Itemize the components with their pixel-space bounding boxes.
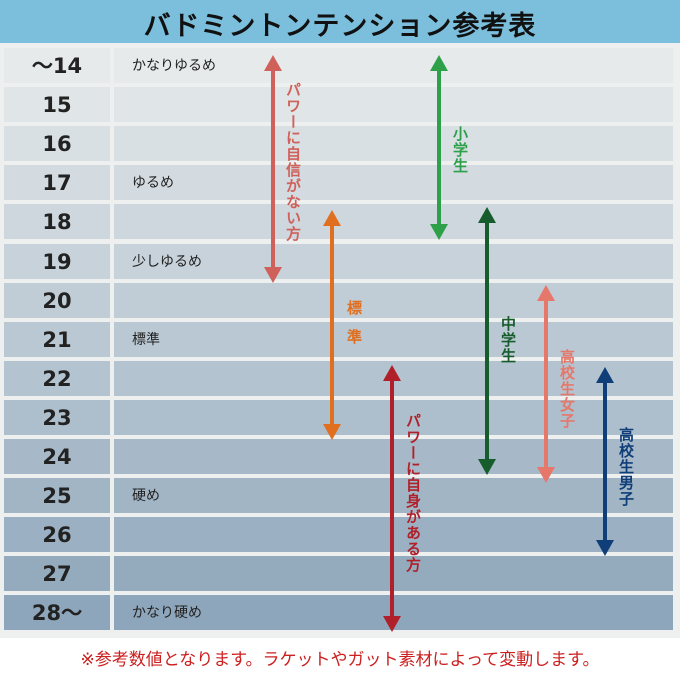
table-row: 27: [4, 556, 673, 592]
junior-high-label: 中学生: [499, 316, 517, 364]
tension-descriptor: ゆるめ: [114, 165, 673, 201]
tension-value: 19: [4, 243, 110, 279]
table-row: 18: [4, 204, 673, 240]
tension-descriptor: [114, 399, 673, 435]
standard-label: 標準: [345, 300, 363, 358]
tension-value: 24: [4, 439, 110, 474]
table-row: 20: [4, 282, 673, 318]
hs-boys-label: 高校生男子: [617, 427, 635, 507]
tension-descriptor: [114, 439, 673, 474]
tension-value: 23: [4, 399, 110, 435]
tension-descriptor: [114, 126, 673, 162]
table-row: 16: [4, 126, 673, 162]
tension-value: 26: [4, 517, 110, 553]
tension-value: 21: [4, 321, 110, 357]
tension-value: 27: [4, 556, 110, 592]
title-bar: バドミントンテンション参考表: [0, 0, 680, 43]
elementary-label: 小学生: [451, 126, 469, 174]
tension-descriptor: [114, 360, 673, 396]
tension-descriptor: かなりゆるめ: [114, 48, 673, 83]
tension-descriptor: 硬め: [114, 478, 673, 514]
tension-value: ～14: [4, 48, 110, 83]
tension-value: 22: [4, 360, 110, 396]
strong-power-label: パワーに自身がある方: [404, 413, 422, 573]
tension-descriptor: [114, 556, 673, 592]
tension-descriptor: [114, 517, 673, 553]
tension-table: ～14 かなりゆるめ 15 16 17 ゆるめ 18 19 少しゆるめ 20 21 標準 22 23 24 2…: [0, 43, 680, 638]
table-row: 15: [4, 87, 673, 123]
table-row: 17 ゆるめ: [4, 165, 673, 201]
table-row: 26: [4, 517, 673, 553]
hs-girls-label: 高校生女子: [558, 349, 576, 429]
table-row: 28～ かなり硬め: [4, 595, 673, 631]
table-row: 25 硬め: [4, 478, 673, 514]
tension-value: 16: [4, 126, 110, 162]
tension-value: 18: [4, 204, 110, 240]
tension-descriptor: 標準: [114, 321, 673, 357]
standard-label-text: 標準: [345, 300, 363, 358]
table-row: 19 少しゆるめ: [4, 243, 673, 279]
tension-descriptor: 少しゆるめ: [114, 243, 673, 279]
tension-descriptor: [114, 282, 673, 318]
tension-value: 28～: [4, 595, 110, 631]
table-row: 24: [4, 439, 673, 474]
tension-value: 15: [4, 87, 110, 123]
tension-value: 20: [4, 282, 110, 318]
tension-descriptor: [114, 204, 673, 240]
footnote: ※参考数値となります。ラケットやガット素材によって変動します。: [80, 650, 600, 670]
tension-value: 17: [4, 165, 110, 201]
tension-descriptor: [114, 87, 673, 123]
table-row: ～14 かなりゆるめ: [4, 48, 673, 83]
table-row: 21 標準: [4, 321, 673, 357]
weak-power-label: パワーに自信がない方: [284, 82, 302, 242]
page-title: バドミントンテンション参考表: [143, 11, 537, 42]
tension-descriptor: かなり硬め: [114, 595, 673, 631]
tension-value: 25: [4, 478, 110, 514]
